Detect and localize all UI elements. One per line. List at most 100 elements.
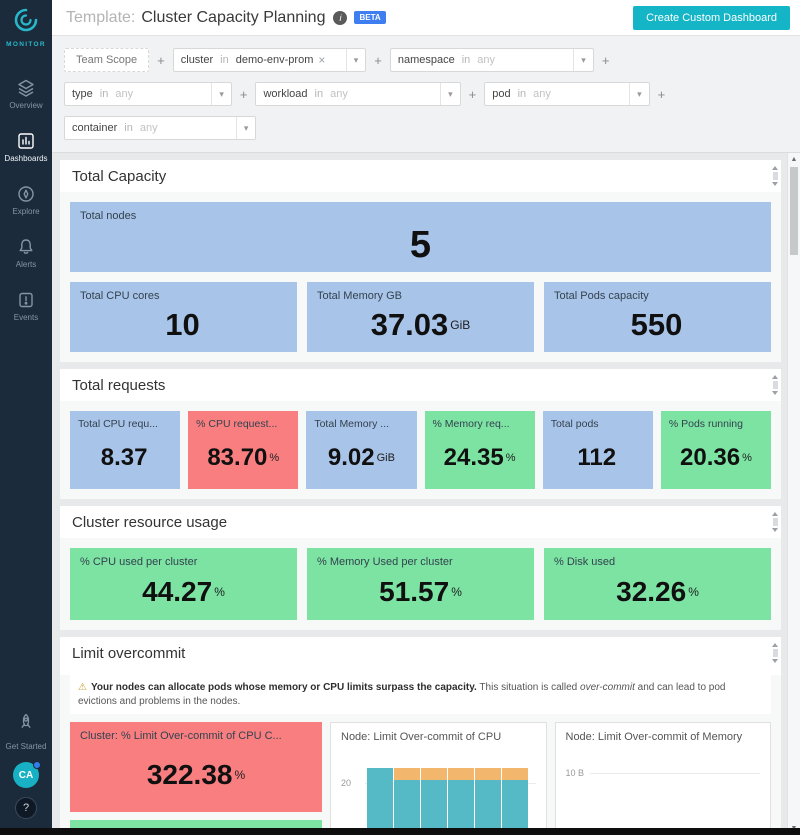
panel-value: 37.03 (370, 307, 449, 342)
filter-key: namespace (397, 54, 455, 66)
dashboards-icon (16, 131, 36, 151)
section-body: Total CPU requ... 8.37 % CPU request... … (60, 401, 781, 499)
get-started-label: Get Started (5, 742, 47, 751)
filter-key: workload (263, 88, 308, 100)
panel-total-cpu-cores[interactable]: Total CPU cores 10 (70, 282, 297, 352)
create-custom-dashboard-button[interactable]: Create Custom Dashboard (633, 5, 790, 30)
panel-value: 32.26 (616, 576, 687, 607)
panel-label: Total Memory GB (317, 290, 402, 302)
namespace-filter-chip[interactable]: namespace in any ▾ (389, 48, 594, 72)
sidebar-item-overview[interactable]: Overview (0, 76, 52, 112)
warning-text-italic: over-commit (580, 682, 635, 693)
panel-value: 322.38 (146, 759, 233, 790)
panel-value: 5 (409, 223, 432, 266)
get-started-item[interactable]: Get Started (0, 710, 52, 753)
filter-op: in (461, 54, 471, 66)
sidebar-bottom: Get Started CA ? (0, 710, 52, 835)
panel-pct-cpu-requests[interactable]: % CPU request... 83.70% (188, 411, 299, 489)
chevron-down-icon[interactable]: ▾ (353, 54, 359, 65)
team-scope-label: Team Scope (76, 54, 138, 66)
workload-filter-chip[interactable]: workload in any ▾ (255, 82, 461, 106)
panel-node-limit-overcommit-memory[interactable]: Node: Limit Over-commit of Memory 10 B (554, 722, 771, 835)
add-filter-button[interactable]: + (468, 86, 477, 102)
panel-pct-cpu-used[interactable]: % CPU used per cluster 44.27% (70, 548, 297, 620)
sidebar-item-events[interactable]: Events (0, 288, 52, 324)
panel-node-limit-overcommit-cpu[interactable]: Node: Limit Over-commit of CPU 20 (330, 722, 547, 835)
cluster-filter-chip[interactable]: cluster in demo-env-prom × ▾ (172, 48, 367, 72)
panel-label: Total nodes (80, 210, 137, 222)
chip-divider (573, 49, 575, 71)
add-filter-button[interactable]: + (239, 86, 248, 102)
panel-cluster-limit-overcommit-cpu[interactable]: Cluster: % Limit Over-commit of CPU C...… (70, 722, 322, 812)
section-title: Total Capacity (72, 167, 167, 185)
panel-pct-disk-used[interactable]: % Disk used 32.26% (544, 548, 771, 620)
team-scope-chip[interactable]: Team Scope (64, 48, 150, 72)
filter-bar: Team Scope + cluster in demo-env-prom × … (52, 36, 800, 153)
bar (393, 768, 420, 835)
panel-pct-pods-running[interactable]: % Pods running 20.36% (660, 411, 772, 489)
panel-label: Total Memory ... (314, 418, 390, 430)
panel-total-pods-capacity[interactable]: Total Pods capacity 550 (544, 282, 771, 352)
chevron-down-icon[interactable]: ▾ (448, 88, 453, 99)
section-header: Cluster resource usage (60, 506, 781, 538)
panel-total-cpu-requests[interactable]: Total CPU requ... 8.37 (70, 411, 181, 489)
events-icon (16, 290, 36, 310)
help-button[interactable]: ? (15, 797, 37, 819)
panel-total-nodes[interactable]: Total nodes 5 (70, 202, 771, 272)
section-header: Total requests (60, 369, 781, 401)
chip-divider (345, 49, 347, 71)
avatar-initials: CA (18, 769, 34, 781)
section-scrollbar[interactable] (772, 643, 778, 663)
sidebar-item-alerts[interactable]: Alerts (0, 235, 52, 271)
filter-placeholder: any (139, 122, 158, 134)
section-header: Total Capacity (60, 160, 781, 192)
bar (501, 768, 528, 835)
panel-pct-memory-used[interactable]: % Memory Used per cluster 51.57% (307, 548, 534, 620)
scrollbar-thumb[interactable] (790, 167, 798, 255)
panel-value: 550 (630, 307, 683, 342)
panel-label: % Memory Used per cluster (317, 556, 453, 568)
clear-filter-icon[interactable]: × (318, 53, 326, 67)
bar (447, 768, 474, 835)
chevron-down-icon[interactable]: ▾ (219, 88, 224, 99)
section-title: Limit overcommit (72, 644, 186, 662)
add-filter-button[interactable]: + (157, 52, 165, 68)
top-bar: Template: Cluster Capacity Planning i BE… (52, 0, 800, 36)
section-scrollbar[interactable] (772, 166, 778, 186)
panel-total-memory-requests[interactable]: Total Memory ... 9.02 GiB (306, 411, 417, 489)
container-filter-chip[interactable]: container in any ▾ (64, 116, 257, 140)
chevron-down-icon[interactable]: ▾ (581, 54, 586, 65)
panel-unit: % (688, 585, 699, 599)
section-scrollbar[interactable] (772, 375, 778, 395)
dashboard-content: Total Capacity Total nodes 5 Total CPU c… (52, 153, 800, 835)
overview-icon (16, 78, 36, 98)
panel-total-pods[interactable]: Total pods 112 (542, 411, 653, 489)
sidebar-item-explore[interactable]: Explore (0, 182, 52, 218)
info-icon[interactable]: i (333, 10, 348, 25)
panel-total-memory[interactable]: Total Memory GB 37.03 GiB (307, 282, 534, 352)
chart-title: Node: Limit Over-commit of CPU (341, 731, 502, 743)
warning-icon: ⚠ (78, 682, 87, 693)
filter-key: pod (492, 88, 511, 100)
sidebar: MONITOR Overview Dashboards (0, 0, 52, 835)
main-scrollbar[interactable]: ▲ ▼ (787, 153, 800, 835)
user-avatar[interactable]: CA (13, 761, 41, 788)
sidebar-item-dashboards[interactable]: Dashboards (0, 129, 52, 165)
panel-value: 51.57 (379, 576, 450, 607)
type-filter-chip[interactable]: type in any ▾ (64, 82, 232, 106)
panel-label: % CPU used per cluster (80, 556, 198, 568)
scroll-up-arrow[interactable]: ▲ (790, 156, 798, 163)
chevron-down-icon[interactable]: ▾ (637, 88, 642, 99)
panel-pct-memory-requests[interactable]: % Memory req... 24.35% (424, 411, 535, 489)
filter-placeholder: any (533, 88, 551, 100)
add-filter-button[interactable]: + (601, 52, 610, 68)
pod-filter-chip[interactable]: pod in any ▾ (484, 82, 650, 106)
section-body: ⚠ Your nodes can allocate pods whose memo… (60, 675, 781, 835)
add-filter-button[interactable]: + (374, 52, 382, 68)
filter-row-2: type in any ▾ + workload in any ▾ + pod … (64, 82, 788, 106)
section-scrollbar[interactable] (772, 512, 778, 532)
add-filter-button[interactable]: + (657, 86, 666, 102)
sidebar-item-label: Alerts (15, 260, 37, 269)
panel-label: % Pods running (668, 418, 743, 430)
chevron-down-icon[interactable]: ▾ (243, 122, 249, 133)
